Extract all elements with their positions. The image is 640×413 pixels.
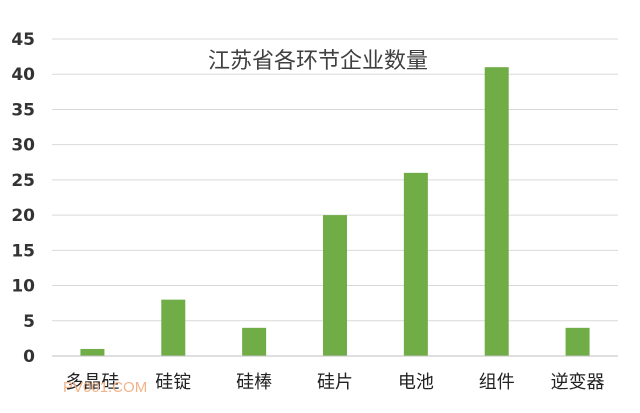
x-category-label: 组件 — [479, 372, 515, 393]
x-category-label: 电池 — [398, 372, 434, 393]
y-tick-label: 35 — [11, 100, 35, 120]
x-category-label: 逆变器 — [551, 372, 605, 393]
watermark: PV001.COM — [63, 379, 147, 396]
x-category-label: 硅棒 — [236, 372, 272, 393]
y-axis-ticks: 0 5 10 15 20 25 30 35 40 45 — [11, 30, 35, 367]
bar — [323, 215, 347, 356]
y-tick-label: 10 — [11, 277, 35, 297]
y-tick-label: 20 — [11, 206, 35, 226]
chart-title: 江苏省各环节企业数量 — [208, 49, 428, 74]
bar — [565, 327, 590, 356]
bar — [403, 172, 428, 356]
bars — [80, 67, 590, 356]
bar — [242, 327, 267, 356]
y-tick-label: 30 — [11, 136, 35, 156]
y-tick-label: 25 — [11, 171, 35, 191]
gridlines — [52, 38, 618, 322]
bar — [80, 348, 105, 356]
y-tick-label: 15 — [11, 241, 35, 261]
x-axis-categories: 多晶硅 硅锭 硅棒 硅片 电池 组件 逆变器 — [65, 372, 604, 393]
y-tick-label: 0 — [23, 347, 35, 367]
y-tick-label: 5 — [23, 312, 35, 332]
x-category-label: 硅锭 — [155, 372, 191, 393]
x-category-label: 多晶硅 — [65, 372, 119, 393]
bar — [484, 67, 509, 356]
y-tick-label: 40 — [11, 65, 35, 85]
bar — [161, 299, 186, 356]
y-tick-label: 45 — [11, 30, 35, 50]
x-category-label: 硅片 — [317, 372, 353, 393]
